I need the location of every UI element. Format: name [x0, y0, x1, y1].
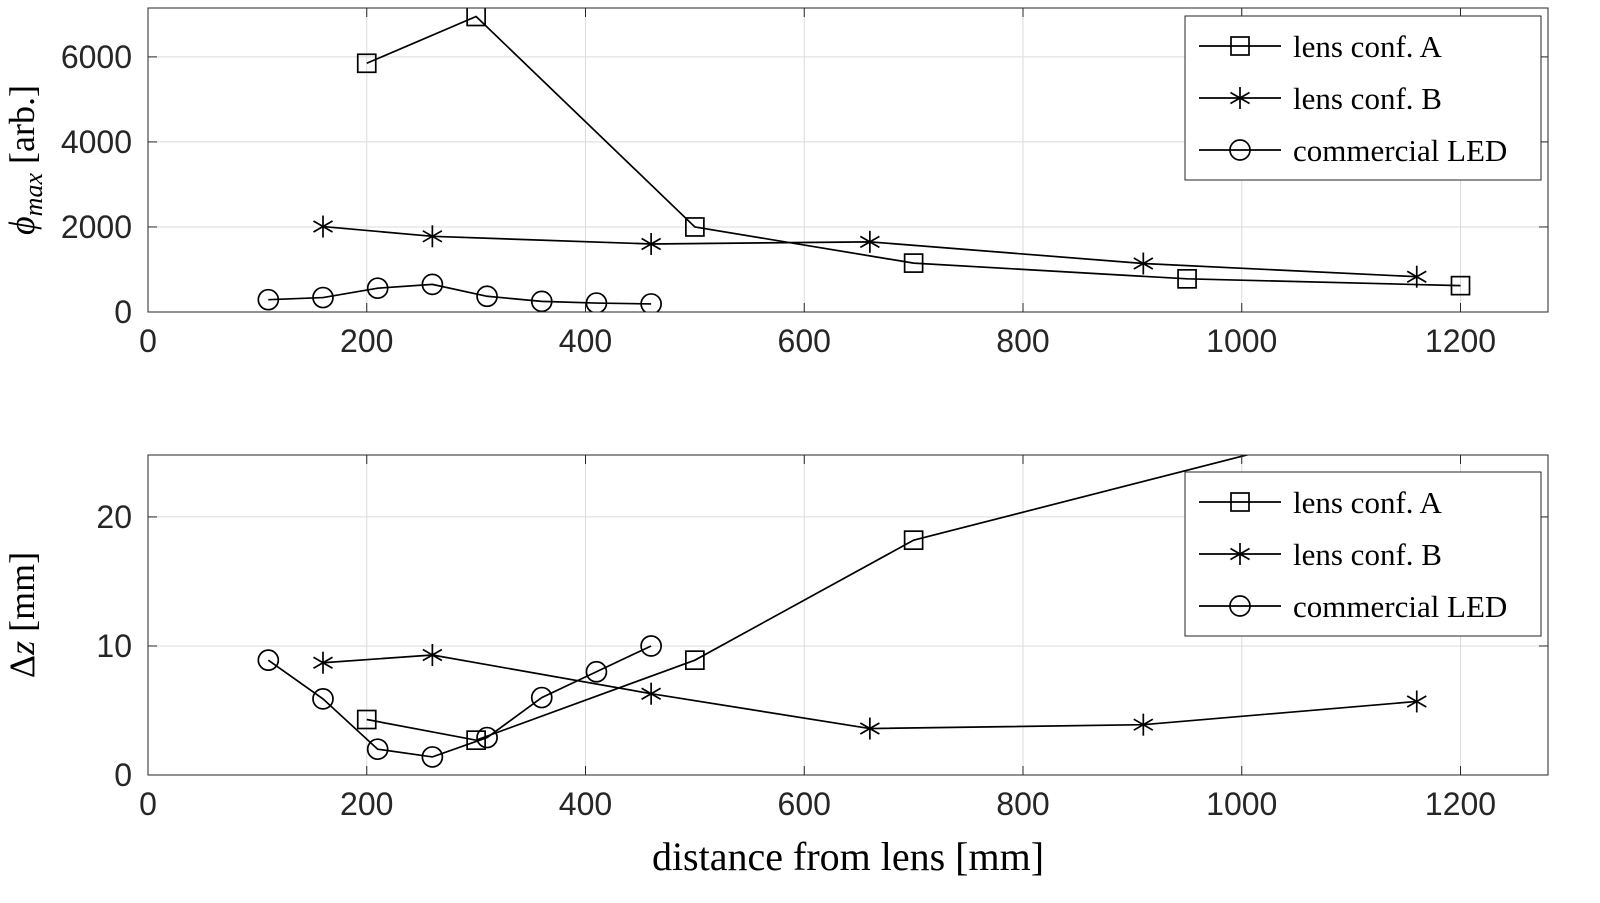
y-tick-label: 6000 — [61, 39, 132, 75]
x-tick-label: 800 — [996, 786, 1049, 822]
tick-labels: 0 200 400 600 800 1000 1200 0 10 20 — [96, 499, 1496, 822]
subplot-1: 0 200 400 600 800 1000 1200 0 10 20 Δz [mm] distanc… — [2, 454, 1549, 879]
x-tick-label: 200 — [340, 323, 393, 359]
series-lens-conf-a — [356, 8, 1471, 296]
legend-marker-circle — [1229, 595, 1251, 617]
series-lens-conf-b — [313, 215, 1427, 288]
x-tick-label: 0 — [139, 323, 157, 359]
legend-label: lens conf. B — [1293, 537, 1442, 572]
legend-entry: lens conf. B — [1199, 537, 1442, 572]
legend-marker-asterisk — [1230, 87, 1250, 109]
legend-label: lens conf. A — [1293, 29, 1443, 64]
y-tick-label: 20 — [96, 499, 132, 535]
x-tick-label: 400 — [559, 323, 612, 359]
series-commercial-led — [257, 635, 662, 768]
x-tick-label: 800 — [996, 323, 1049, 359]
axes-box — [147, 454, 1549, 776]
x-tick-label: 1000 — [1206, 323, 1277, 359]
x-tick-label: 600 — [778, 786, 831, 822]
legend-entry: lens conf. A — [1199, 29, 1443, 64]
series-commercial-led — [257, 273, 662, 312]
legend: lens conf. A lens conf. B commercial LED — [1184, 471, 1542, 637]
x-tick-label: 400 — [559, 786, 612, 822]
axes-box — [147, 7, 1549, 313]
y-tick-label: 10 — [96, 628, 132, 664]
legend-entry: commercial LED — [1199, 589, 1507, 624]
subplot-0: 0 200 400 600 800 1000 1200 0 2000 4000 6000 ϕmax [… — [2, 7, 1549, 359]
legend: lens conf. A lens conf. B commercial LED — [1184, 15, 1542, 181]
legend-label: lens conf. A — [1293, 485, 1443, 520]
y-axis-label: Δz [mm] — [2, 552, 42, 678]
x-tick-label: 1000 — [1206, 786, 1277, 822]
x-tick-label: 200 — [340, 786, 393, 822]
legend-marker-circle — [1229, 139, 1251, 161]
legend-marker-square — [1230, 36, 1250, 56]
series-lens-conf-a — [356, 455, 1251, 751]
legend-entry: lens conf. B — [1199, 81, 1442, 116]
series-lens-conf-b — [313, 644, 1427, 740]
y-axis-label: ϕmax [arb.] — [2, 85, 48, 235]
legend-marker-square — [1230, 492, 1250, 512]
legend-label: lens conf. B — [1293, 81, 1442, 116]
x-axis-label: distance from lens [mm] — [652, 834, 1044, 879]
legend-entry: lens conf. A — [1199, 485, 1443, 520]
legend-entry: commercial LED — [1199, 133, 1507, 168]
legend-marker-asterisk — [1230, 543, 1250, 565]
y-tick-label: 2000 — [61, 209, 132, 245]
legend-label: commercial LED — [1293, 589, 1507, 624]
x-tick-label: 1200 — [1425, 786, 1496, 822]
y-tick-label: 4000 — [61, 124, 132, 160]
y-tick-label: 0 — [114, 294, 132, 330]
legend-label: commercial LED — [1293, 133, 1507, 168]
x-tick-label: 0 — [139, 786, 157, 822]
tick-labels: 0 200 400 600 800 1000 1200 0 2000 4000 6000 — [61, 39, 1496, 359]
x-tick-label: 600 — [778, 323, 831, 359]
y-tick-label: 0 — [114, 757, 132, 793]
x-tick-label: 1200 — [1425, 323, 1496, 359]
